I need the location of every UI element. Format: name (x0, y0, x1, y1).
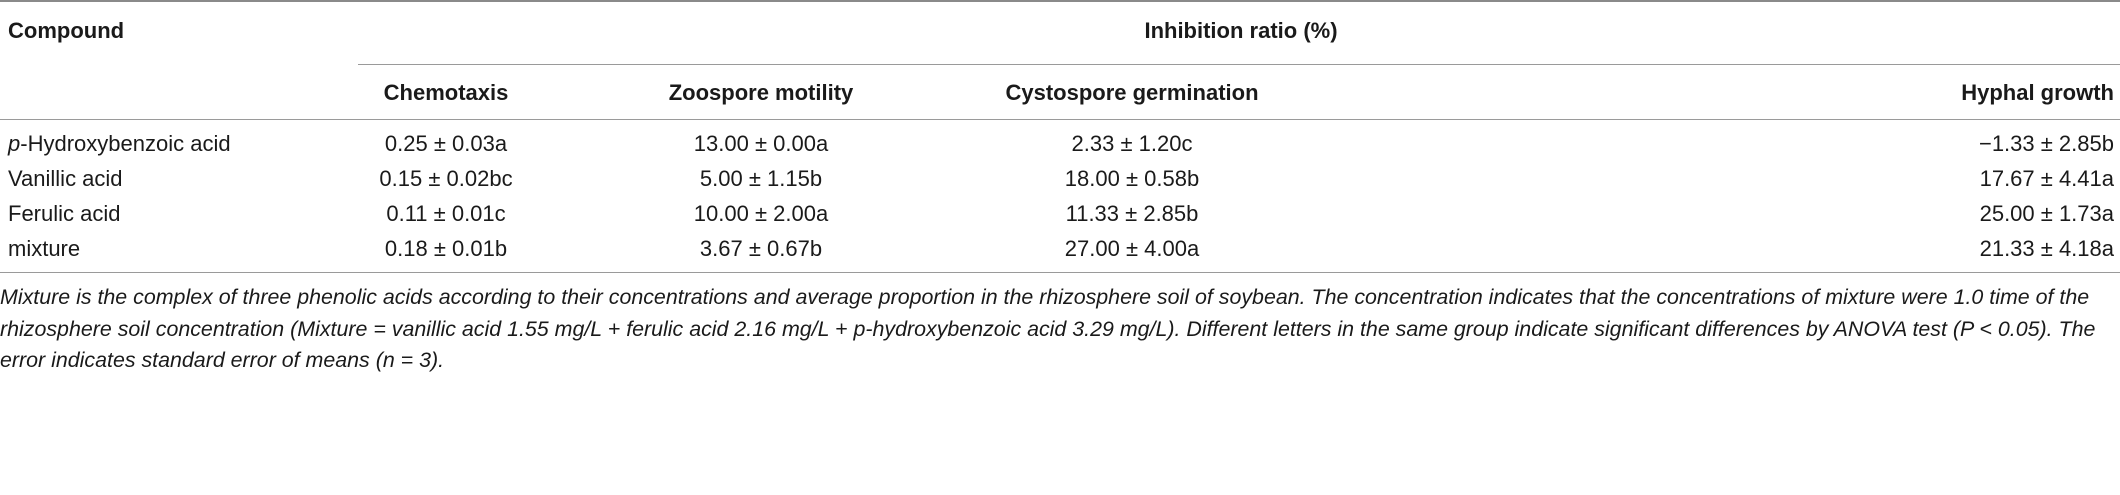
column-header-hyphal-growth: Hyphal growth (1961, 80, 2114, 105)
compound-name: p-Hydroxybenzoic acid (8, 131, 231, 157)
header-bottom-rule (0, 119, 2120, 120)
cystospore-germination-value: 27.00 ± 4.00a (1064, 236, 1200, 261)
compound-name-text: Vanillic acid (8, 166, 123, 191)
compound-name-text: -Hydroxybenzoic acid (20, 131, 231, 156)
zoospore-motility-value: 3.67 ± 0.67b (699, 236, 823, 261)
hyphal-growth-value: 25.00 ± 1.73a (1979, 201, 2114, 226)
table-footnote: Mixture is the complex of three phenolic… (0, 285, 2096, 372)
inhibition-ratio-header: Inhibition ratio (%) (1144, 18, 1338, 43)
chemotaxis-value: 0.15 ± 0.02bc (379, 166, 513, 191)
column-header-cystospore-germination: Cystospore germination (1005, 80, 1259, 105)
group-header-rule (358, 64, 2120, 65)
compound-name-text: Ferulic acid (8, 201, 121, 226)
hyphal-growth-value: 21.33 ± 4.18a (1979, 236, 2114, 261)
compound-header: Compound (8, 18, 125, 43)
cystospore-germination-value: 11.33 ± 2.85b (1065, 201, 1199, 226)
table-top-rule (0, 0, 2120, 2)
cystospore-germination-value: 18.00 ± 0.58b (1064, 166, 1200, 191)
hyphal-growth-value: −1.33 ± 2.85b (1978, 131, 2114, 156)
zoospore-motility-value: 5.00 ± 1.15b (699, 166, 823, 191)
zoospore-motility-value: 13.00 ± 0.00a (693, 131, 829, 156)
chemotaxis-value: 0.18 ± 0.01b (384, 236, 508, 261)
compound-prefix: p (8, 131, 21, 156)
cystospore-germination-value: 2.33 ± 1.20c (1071, 131, 1193, 156)
chemotaxis-value: 0.11 ± 0.01c (386, 201, 506, 226)
hyphal-growth-value: 17.67 ± 4.41a (1979, 166, 2114, 191)
column-header-chemotaxis: Chemotaxis (383, 80, 509, 105)
compound-name: mixture (8, 236, 80, 262)
compound-name-text: mixture (8, 236, 81, 261)
column-header-zoospore-motility: Zoospore motility (668, 80, 854, 105)
compound-name: Ferulic acid (8, 201, 120, 227)
zoospore-motility-value: 10.00 ± 2.00a (693, 201, 829, 226)
compound-name: Vanillic acid (8, 166, 123, 192)
table-bottom-rule (0, 272, 2120, 273)
chemotaxis-value: 0.25 ± 0.03a (384, 131, 508, 156)
